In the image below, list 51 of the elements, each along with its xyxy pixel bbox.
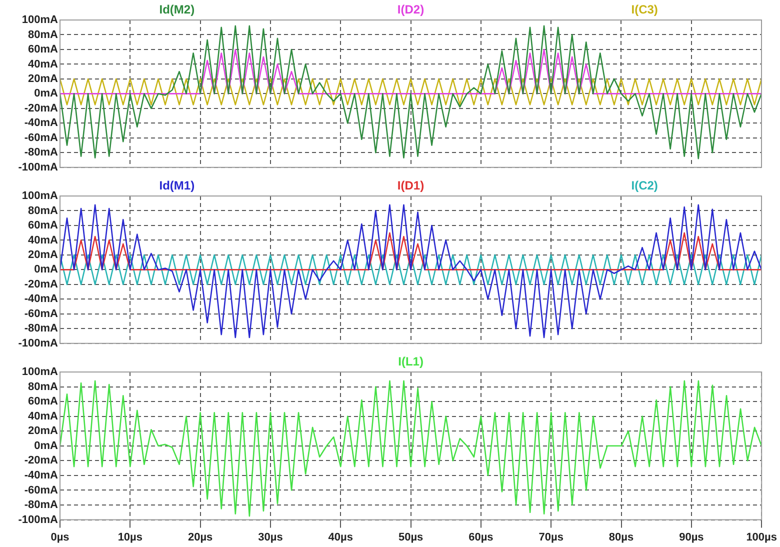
x-tick-label: 20µs bbox=[188, 531, 213, 544]
y-tick-label: -60mA bbox=[24, 308, 58, 320]
y-tick-label: 100mA bbox=[22, 366, 58, 378]
x-tick-label: 60µs bbox=[468, 531, 494, 544]
text: I(C2) bbox=[631, 178, 658, 192]
x-tick-label: 50µs bbox=[398, 531, 424, 544]
y-tick-label: -20mA bbox=[24, 454, 58, 467]
y-tick-label: 100mA bbox=[22, 14, 58, 26]
y-tick-label: 60mA bbox=[28, 220, 58, 232]
text: Id(M1) bbox=[159, 178, 195, 192]
y-tick-label: 20mA bbox=[28, 248, 58, 261]
y-tick-label: 100mA bbox=[22, 190, 58, 202]
y-tick-label: -100mA bbox=[18, 514, 58, 526]
y-tick-label: -60mA bbox=[24, 484, 58, 496]
y-tick-label: -100mA bbox=[18, 337, 58, 350]
y-tick-label: 40mA bbox=[28, 234, 58, 246]
y-tick-label: -20mA bbox=[24, 278, 58, 290]
y-tick-label: -100mA bbox=[18, 161, 58, 174]
y-tick-label: -60mA bbox=[24, 132, 58, 144]
y-tick-label: 60mA bbox=[28, 44, 58, 56]
x-tick-label: 30µs bbox=[258, 531, 283, 544]
y-tick-label: -80mA bbox=[24, 146, 58, 159]
x-tick-label: 80µs bbox=[608, 531, 634, 544]
y-tick-label: 0mA bbox=[34, 440, 58, 452]
y-tick-label: 60mA bbox=[28, 396, 58, 408]
x-tick-label: 70µs bbox=[538, 531, 564, 544]
y-tick-label: 40mA bbox=[28, 58, 58, 70]
x-tick-label: 10µs bbox=[118, 531, 143, 544]
text: I(C3) bbox=[631, 2, 658, 16]
x-tick-label: 40µs bbox=[328, 531, 353, 544]
text: Id(M2) bbox=[159, 2, 195, 16]
y-tick-label: 40mA bbox=[28, 410, 58, 422]
y-tick-label: 80mA bbox=[28, 204, 58, 217]
y-tick-label: 80mA bbox=[28, 380, 58, 393]
y-tick-label: 20mA bbox=[28, 425, 58, 438]
x-tick-label: 100µs bbox=[746, 531, 777, 544]
y-tick-label: -80mA bbox=[24, 499, 58, 512]
y-tick-label: 80mA bbox=[28, 28, 58, 41]
y-tick-label: 0mA bbox=[34, 264, 58, 276]
x-tick-label: 0µs bbox=[50, 531, 70, 544]
y-tick-label: 0mA bbox=[34, 88, 58, 100]
y-tick-label: -80mA bbox=[24, 322, 58, 335]
y-tick-label: 20mA bbox=[28, 72, 58, 85]
text: I(D1) bbox=[397, 178, 424, 192]
y-tick-label: -20mA bbox=[24, 102, 58, 114]
x-tick-label: 90µs bbox=[679, 531, 704, 544]
text: I(D2) bbox=[397, 2, 424, 16]
series-label: I(L1) bbox=[398, 354, 424, 368]
y-tick-label: -40mA bbox=[24, 469, 58, 482]
y-tick-label: -40mA bbox=[24, 117, 58, 130]
y-tick-label: -40mA bbox=[24, 293, 58, 306]
